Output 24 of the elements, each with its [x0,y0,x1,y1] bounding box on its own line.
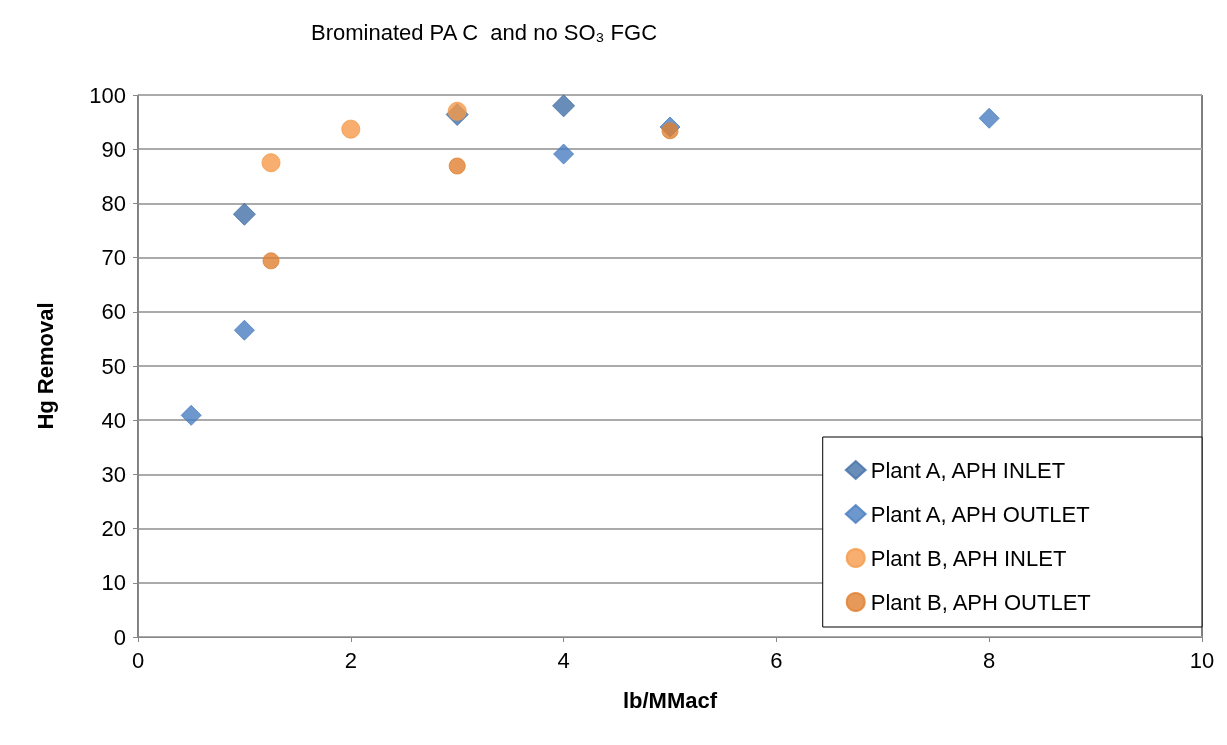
y-tick-label: 70 [101,245,126,271]
y-tick-label: 60 [101,299,126,325]
legend-label: Plant B, APH INLET [870,545,1067,571]
y-tick-label: 50 [101,353,126,379]
y-tick-label: 30 [101,461,126,487]
legend-label: Plant A, APH OUTLET [870,501,1090,527]
x-tick-label: 0 [131,647,145,673]
x-axis-title: lb/MMacf [622,687,718,713]
y-tick-label: 10 [101,570,126,596]
y-axis-title: Hg Removal [32,302,58,430]
x-tick-label: 4 [557,647,570,673]
y-tick-label: 100 [89,82,126,108]
x-tick-label: 10 [1189,647,1215,673]
legend-label: Plant B, APH OUTLET [870,589,1091,615]
x-tick-label: 6 [770,647,783,673]
y-tick-label: 80 [101,190,126,216]
y-tick-label: 90 [101,136,126,162]
chart-title: Brominated PA C and no SO₃ FGC [311,19,658,45]
y-tick-label: 40 [101,407,126,433]
y-tick-label: 0 [113,624,126,650]
y-tick-label: 20 [101,516,126,542]
x-tick-label: 8 [983,647,996,673]
legend-label: Plant A, APH INLET [870,457,1066,483]
x-tick-label: 2 [344,647,357,673]
